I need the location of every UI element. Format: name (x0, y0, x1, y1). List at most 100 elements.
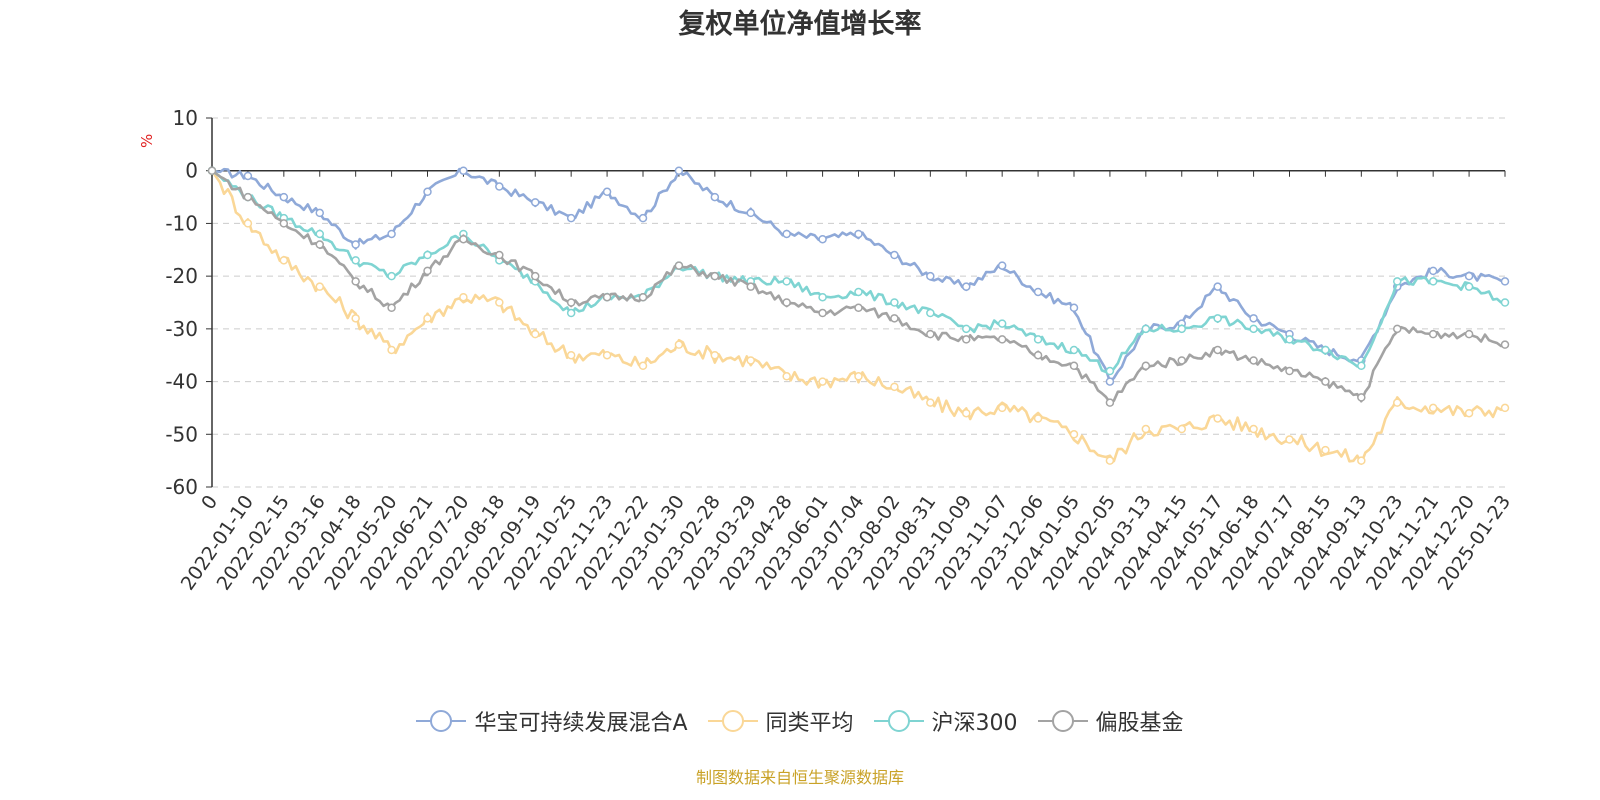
data-point (638, 361, 648, 371)
data-point (279, 219, 289, 228)
data-point (1213, 314, 1222, 323)
y-tick-label: -50 (165, 422, 198, 446)
data-point (351, 314, 360, 323)
data-point (1321, 377, 1330, 386)
data-point (962, 324, 971, 334)
data-point (890, 382, 899, 392)
data-point (459, 166, 468, 175)
data-point (1177, 324, 1186, 334)
legend-equity-marker-icon (1037, 709, 1088, 733)
data-point (1428, 277, 1438, 286)
data-point (1428, 329, 1438, 339)
data-point (818, 377, 827, 386)
data-point (854, 229, 863, 239)
data-point (566, 350, 576, 360)
data-point (387, 303, 396, 313)
data-point (854, 287, 863, 297)
data-point (1069, 303, 1079, 313)
data-point (1213, 282, 1222, 291)
data-point (1357, 393, 1366, 402)
data-point (1069, 345, 1079, 355)
legend-label-equity-fund: 偏股基金 (1095, 711, 1184, 736)
data-point (315, 229, 324, 239)
data-point (315, 208, 324, 218)
data-point (1105, 456, 1115, 465)
data-point (1249, 424, 1258, 434)
data-point (818, 308, 827, 318)
data-point (710, 271, 720, 281)
legend-item-csi300[interactable]: 沪深300 (873, 705, 1018, 737)
data-point (1033, 335, 1043, 344)
data-point (1393, 398, 1402, 407)
data-point (566, 213, 576, 223)
y-tick-label: -40 (165, 370, 198, 394)
data-point (1285, 335, 1294, 344)
data-point (387, 345, 396, 355)
data-point (674, 340, 684, 349)
series-3 (207, 166, 1510, 407)
data-point (387, 229, 396, 239)
data-point (1464, 271, 1474, 281)
data-point (351, 256, 360, 265)
data-point (1105, 398, 1115, 407)
data-point (1393, 324, 1402, 334)
data-point (423, 266, 432, 276)
legend-peer-marker-icon (707, 709, 758, 733)
data-point (1428, 403, 1438, 413)
data-point (638, 292, 648, 302)
data-point (1464, 408, 1474, 418)
data-point (351, 240, 360, 249)
data-point (495, 250, 504, 260)
data-point (926, 329, 935, 339)
data-source-note: 制图数据来自恒生聚源数据库 (695, 768, 904, 787)
data-point (997, 261, 1007, 270)
data-point (1069, 361, 1079, 371)
data-point (315, 240, 324, 249)
data-point (890, 250, 899, 260)
data-point (1213, 414, 1222, 423)
data-point (495, 182, 504, 191)
data-point (1069, 430, 1079, 439)
data-point (1141, 361, 1151, 371)
data-point (1105, 366, 1115, 376)
data-point (926, 271, 935, 281)
data-point (279, 256, 289, 265)
series-line (211, 169, 1506, 404)
y-tick-label: 10 (173, 106, 198, 130)
data-point (746, 282, 755, 291)
data-point (854, 372, 863, 381)
data-point (602, 292, 612, 302)
data-point (926, 308, 935, 318)
data-point (997, 403, 1007, 413)
data-point (1500, 298, 1510, 307)
legend-item-fund[interactable]: 华宝可持续发展混合A (416, 705, 688, 737)
legend-item-equity-fund[interactable]: 偏股基金 (1037, 705, 1184, 737)
data-point (243, 171, 253, 181)
legend-csi300-marker-icon (873, 709, 924, 733)
data-point (207, 166, 217, 175)
data-point (674, 166, 684, 175)
data-point (1141, 424, 1151, 434)
data-point (890, 314, 899, 323)
data-point (531, 271, 540, 281)
data-point (1500, 340, 1510, 349)
data-point (1213, 345, 1222, 355)
chart-title: 复权单位净值增长率 (678, 9, 922, 40)
series-line (210, 169, 1506, 465)
y-tick-label: -60 (165, 475, 198, 499)
data-point (315, 282, 324, 291)
legend-item-peer-average[interactable]: 同类平均 (707, 705, 854, 737)
data-point (782, 298, 791, 307)
data-point (926, 398, 935, 407)
data-point (997, 319, 1007, 328)
y-tick-label: -10 (165, 211, 198, 235)
series-1 (207, 166, 1510, 465)
data-point (1500, 277, 1510, 286)
data-point (746, 356, 755, 365)
data-point (746, 208, 755, 218)
data-point (459, 292, 468, 302)
data-point (423, 187, 432, 197)
data-point (459, 234, 468, 244)
legend: 华宝可持续发展混合A 同类平均 沪深300 偏股基金 (0, 705, 1600, 737)
data-point (1428, 266, 1438, 276)
